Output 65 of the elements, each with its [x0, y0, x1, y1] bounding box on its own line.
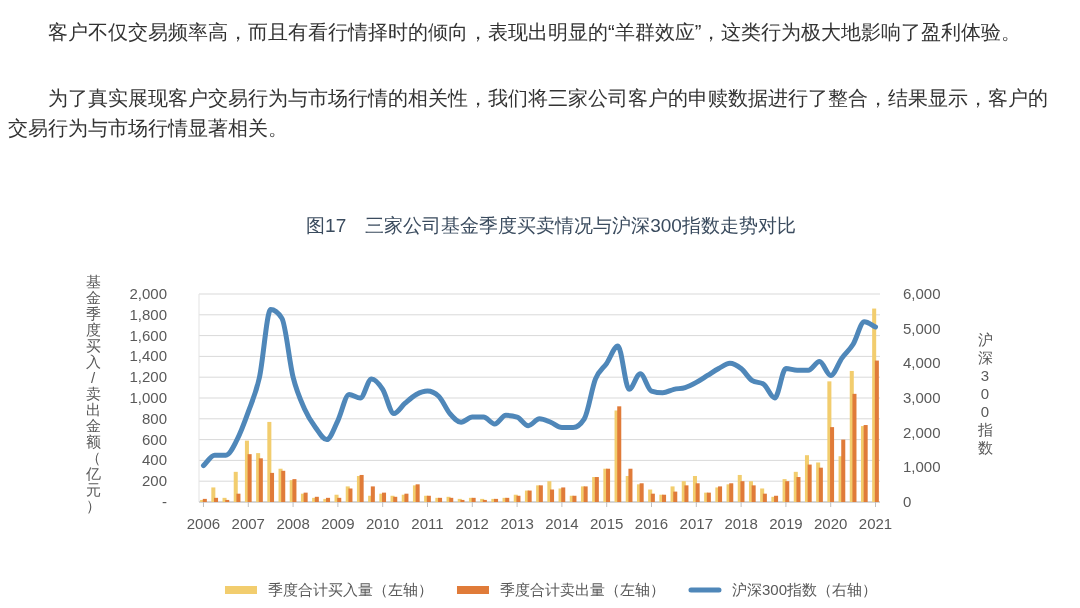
bar [740, 481, 745, 502]
bar [796, 477, 801, 502]
x-tick-label: 2013 [500, 515, 534, 532]
bar [807, 464, 812, 502]
y2-tick-label: 0 [903, 493, 912, 510]
bar [874, 360, 879, 502]
legend-label: 沪深300指数（右轴） [731, 581, 878, 598]
x-tick-label: 2012 [455, 515, 489, 532]
x-tick-label: 2008 [276, 515, 310, 532]
y2-tick-label: 5,000 [903, 319, 941, 337]
x-tick-label: 2015 [590, 515, 624, 532]
text: 为了真实展现客户交易行为与市场行情的相关性，我们将三家公司客户的申赎数据进行了整合，结果显示，客户的交易行为与市场行情显著相关。 [8, 86, 1049, 141]
x-tick-label: 2018 [724, 515, 758, 532]
y-axis-title: 基金季度买入/卖出金额（亿元） [85, 273, 101, 514]
bar [628, 468, 633, 502]
chart-title: 图17 三家公司基金季度买卖情况与沪深300指数走势对比 [306, 215, 796, 236]
legend-label: 季度合计卖出量（左轴） [499, 581, 665, 598]
bar [818, 467, 823, 502]
bar [270, 472, 275, 502]
y2-tick-label: 1,000 [903, 458, 941, 476]
y2-axis-title: 沪深300指数 [977, 331, 993, 456]
bar [762, 493, 767, 502]
x-tick-label: 2020 [814, 515, 848, 532]
bar [830, 427, 835, 502]
y2-tick-label: 3,000 [903, 389, 941, 406]
text: 客户不仅交易频率高，而且有看行情择时的倾向，表现出明显的“羊群效应”，这类行为极大地影响了盈利体验。 [47, 20, 1023, 45]
bar [684, 485, 689, 502]
bar [695, 483, 700, 502]
x-tick-label: 2009 [321, 515, 355, 532]
x-tick-label: 2017 [679, 515, 713, 532]
x-tick-label: 2011 [411, 515, 444, 532]
bar [214, 497, 219, 502]
y-tick-label: 1,600 [129, 326, 167, 344]
y-tick-label: - [162, 493, 167, 510]
y-tick-label: 2,000 [129, 285, 167, 302]
x-tick-label: 2019 [769, 515, 803, 532]
y-tick-label: 200 [141, 472, 167, 490]
bar [841, 439, 846, 502]
y-tick-label: 600 [141, 430, 167, 448]
y-tick-label: 400 [141, 451, 167, 469]
x-tick-label: 2016 [634, 515, 669, 532]
y-tick-label: 1,200 [129, 368, 167, 386]
bar [370, 486, 375, 502]
x-tick-label: 2006 [186, 515, 221, 532]
bar [650, 493, 655, 502]
bar [751, 485, 756, 502]
legend-label: 季度合计买入量（左轴） [267, 581, 433, 598]
y2-tick-label: 6,000 [903, 285, 941, 302]
bar [852, 393, 857, 502]
bar [247, 454, 252, 502]
y2-tick-label: 2,000 [903, 423, 941, 441]
x-tick-label: 2014 [545, 515, 579, 532]
x-tick-label: 2010 [366, 515, 400, 532]
bar [236, 493, 241, 502]
bar [550, 489, 555, 502]
bar [673, 491, 678, 502]
y-tick-label: 1,800 [129, 305, 167, 323]
bar [258, 458, 263, 502]
y-tick-label: 1,000 [129, 389, 167, 406]
x-tick-label: 2021 [858, 515, 893, 532]
y-tick-label: 800 [141, 409, 167, 427]
x-tick-label: 2007 [231, 515, 265, 532]
y-tick-label: 1,400 [129, 347, 167, 365]
bar [617, 406, 622, 502]
y2-tick-label: 4,000 [903, 354, 941, 372]
